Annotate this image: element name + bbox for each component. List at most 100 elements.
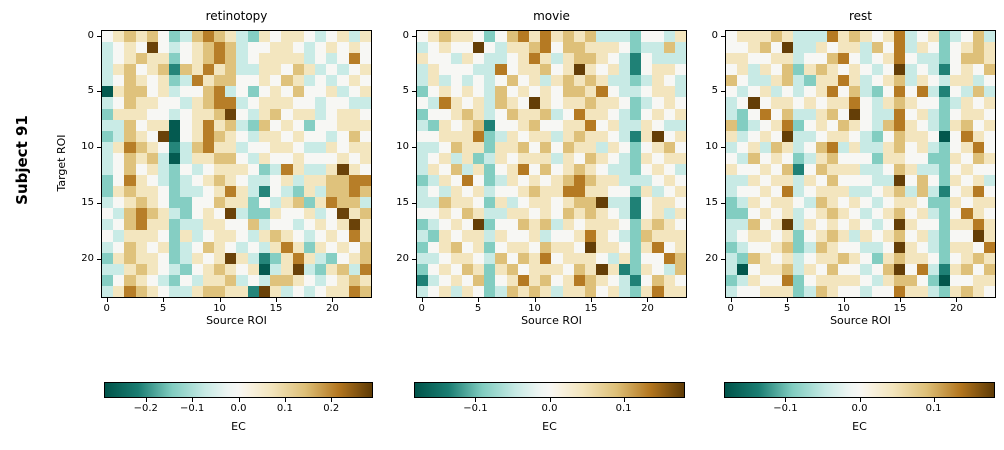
heatmap-cell bbox=[540, 86, 552, 98]
heatmap-cell bbox=[562, 97, 574, 109]
heatmap-cell bbox=[113, 86, 125, 98]
heatmap-cell bbox=[826, 42, 839, 54]
heatmap-cell bbox=[314, 274, 327, 286]
heatmap-cell bbox=[236, 97, 248, 109]
heatmap-cell bbox=[439, 263, 451, 275]
heatmap-cell bbox=[158, 53, 170, 65]
heatmap-cell bbox=[484, 64, 496, 76]
heatmap-cell bbox=[135, 75, 147, 87]
heatmap-cell bbox=[961, 64, 973, 76]
heatmap-cell bbox=[135, 97, 147, 109]
x-tick-mark bbox=[647, 298, 649, 302]
heatmap-cell bbox=[450, 163, 462, 176]
heatmap-cell bbox=[428, 119, 440, 131]
heatmap-cell bbox=[782, 186, 794, 198]
heatmap-cell bbox=[793, 208, 805, 220]
heatmap-cell bbox=[439, 197, 451, 209]
heatmap-cell bbox=[102, 208, 114, 220]
heatmap-cell bbox=[146, 64, 159, 76]
heatmap-cell bbox=[461, 42, 474, 54]
heatmap-cell bbox=[450, 241, 462, 253]
heatmap-cell bbox=[770, 219, 783, 231]
heatmap-cell bbox=[359, 97, 371, 109]
heatmap-cell bbox=[596, 175, 608, 187]
heatmap-cell bbox=[124, 64, 136, 76]
heatmap-cell bbox=[849, 64, 861, 76]
heatmap-cell bbox=[326, 119, 338, 131]
heatmap-cell bbox=[450, 186, 462, 198]
y-tick-mark bbox=[97, 147, 101, 149]
heatmap-cell bbox=[983, 42, 995, 54]
heatmap-cell bbox=[428, 152, 440, 164]
heatmap-cell bbox=[180, 252, 192, 264]
heatmap-cell bbox=[473, 53, 485, 65]
heatmap-cell bbox=[674, 108, 686, 120]
heatmap-cell bbox=[135, 230, 147, 242]
heatmap-cell bbox=[439, 108, 451, 120]
colorbar-tick-label: −0.1 bbox=[463, 403, 488, 414]
heatmap-cell bbox=[191, 86, 203, 98]
heatmap-cell bbox=[529, 163, 541, 176]
heatmap-cell bbox=[247, 186, 259, 198]
heatmap-cell bbox=[236, 130, 248, 142]
heatmap-cell bbox=[236, 152, 248, 164]
heatmap-cell bbox=[292, 130, 304, 142]
heatmap-cell bbox=[359, 141, 371, 153]
heatmap-cell bbox=[770, 230, 783, 242]
heatmap-cell bbox=[225, 119, 237, 131]
heatmap-cell bbox=[838, 97, 850, 109]
heatmap-cell bbox=[102, 130, 114, 142]
heatmap-cell bbox=[927, 274, 939, 286]
heatmap-cell bbox=[417, 130, 429, 142]
heatmap-cell bbox=[674, 230, 686, 242]
heatmap-cell bbox=[169, 241, 181, 253]
heatmap-cell bbox=[573, 197, 586, 209]
heatmap-cell bbox=[882, 208, 895, 220]
heatmap-cell bbox=[337, 31, 349, 43]
colorbar-tick-mark bbox=[859, 398, 861, 402]
heatmap-cell bbox=[506, 186, 518, 198]
heatmap-cell bbox=[663, 186, 675, 198]
heatmap-cell bbox=[849, 53, 861, 65]
heatmap-cell bbox=[529, 263, 541, 275]
heatmap-cell bbox=[607, 186, 619, 198]
heatmap-cell bbox=[180, 230, 192, 242]
heatmap-cell bbox=[983, 197, 995, 209]
heatmap-cell bbox=[938, 152, 951, 164]
heatmap-cell bbox=[838, 285, 850, 297]
heatmap-cell bbox=[225, 152, 237, 164]
heatmap-cell bbox=[860, 285, 872, 297]
y-tick-mark bbox=[721, 91, 725, 93]
heatmap-cell bbox=[737, 108, 749, 120]
heatmap-cell bbox=[618, 230, 630, 242]
x-tick-label: 10 bbox=[213, 303, 226, 314]
heatmap-cell bbox=[607, 175, 619, 187]
heatmap-cell bbox=[180, 31, 192, 43]
heatmap-cell bbox=[506, 64, 518, 76]
heatmap-cell bbox=[191, 141, 203, 153]
heatmap-cell bbox=[495, 108, 507, 120]
heatmap-cell bbox=[169, 197, 181, 209]
heatmap-cell bbox=[849, 230, 861, 242]
heatmap-cell bbox=[748, 75, 760, 87]
heatmap-cell bbox=[793, 53, 805, 65]
heatmap-cell bbox=[202, 86, 215, 98]
heatmap-cell bbox=[124, 274, 136, 286]
heatmap-cell bbox=[292, 53, 304, 65]
heatmap-cell bbox=[484, 42, 496, 54]
heatmap-cell bbox=[849, 75, 861, 87]
heatmap-cell bbox=[551, 197, 563, 209]
heatmap-cell bbox=[815, 130, 827, 142]
heatmap-cell bbox=[348, 252, 360, 264]
heatmap-cell bbox=[439, 119, 451, 131]
heatmap-cell bbox=[737, 208, 749, 220]
heatmap-cell bbox=[726, 97, 738, 109]
heatmap-cell bbox=[652, 263, 664, 275]
heatmap-cell bbox=[124, 197, 136, 209]
heatmap-cell bbox=[737, 263, 749, 275]
heatmap-cell bbox=[838, 42, 850, 54]
heatmap-cell bbox=[225, 186, 237, 198]
heatmap-cell bbox=[540, 197, 552, 209]
heatmap-cell bbox=[607, 97, 619, 109]
heatmap-cell bbox=[573, 208, 586, 220]
